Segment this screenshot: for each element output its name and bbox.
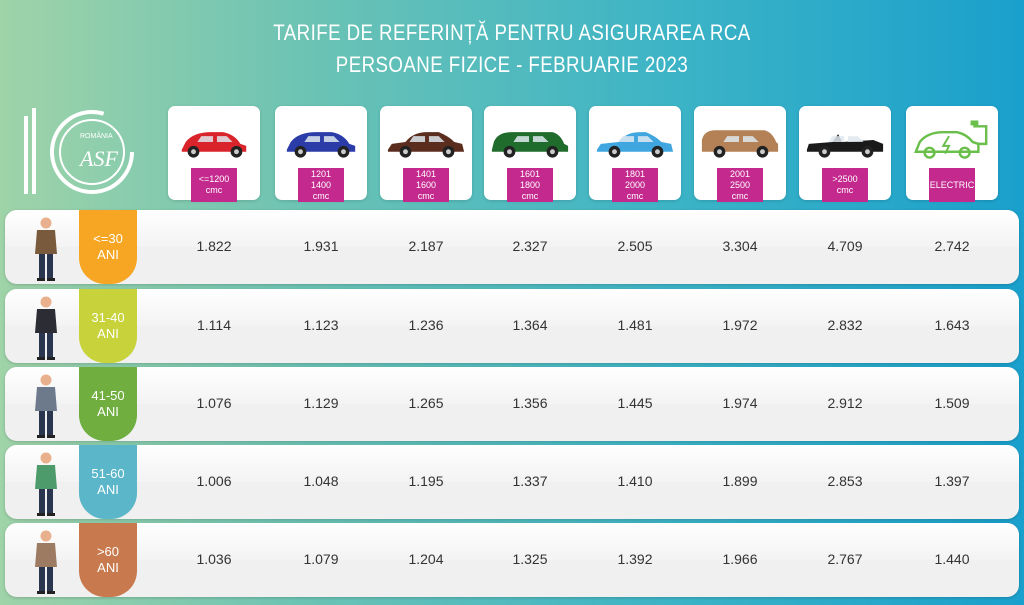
tariff-value: 1.974 [722,395,758,411]
age-group-badge: >60 ANI [79,523,137,597]
person-icon [35,374,57,438]
engine-capacity-label: 1201 1400 cmc [298,168,344,202]
sedan-car-icon [387,132,465,158]
table-row: 41-50 ANI 1.076 1.129 1.265 1.356 1.445 1.974 2… [5,367,1019,441]
tariff-value: 2.327 [512,238,548,254]
tariff-value: 3.304 [722,238,758,254]
tariff-value: 1.129 [303,395,339,411]
table-row: >60 ANI 1.036 1.079 1.204 1.325 1.392 1.966 2.7… [5,523,1019,597]
tariff-value: 2.832 [827,317,863,333]
tariff-value: 1.195 [408,473,444,489]
convertible-car-icon [806,134,884,158]
tariff-value: 1.931 [303,238,339,254]
table-row: <=30 ANI 1.822 1.931 2.187 2.327 2.505 3.304 4.… [5,210,1019,284]
category-card: 1201 1400 cmc [275,106,367,202]
tariff-value: 1.006 [196,473,232,489]
tariff-value: 1.204 [408,551,444,567]
engine-capacity-label: 1801 2000 cmc [612,168,658,202]
engine-capacity-label: ELECTRIC [929,168,975,202]
tariff-value: 1.356 [512,395,548,411]
hatchback-car-icon [181,132,247,158]
person-icon [35,217,57,281]
tariff-value: 1.265 [408,395,444,411]
wagon-car-icon [491,132,569,158]
page-title: TARIFE DE REFERINȚĂ PENTRU ASIGURAREA RC… [273,20,751,45]
table-row: 31-40 ANI 1.114 1.123 1.236 1.364 1.481 1.972 2… [5,289,1019,363]
engine-capacity-label: 1401 1600 cmc [403,168,449,202]
tariff-value: 1.079 [303,551,339,567]
age-group-badge: 51-60 ANI [79,445,137,519]
tariff-value: 1.972 [722,317,758,333]
tariff-value: 1.236 [408,317,444,333]
person-icon [35,452,57,516]
tariff-value: 1.410 [617,473,653,489]
tariff-value: 1.364 [512,317,548,333]
electric-car-icon [914,120,988,159]
tariff-value: 1.822 [196,238,232,254]
category-card: 1801 2000 cmc [589,106,681,202]
tariff-value: 2.767 [827,551,863,567]
tariff-value: 2.853 [827,473,863,489]
logo-country-text: ROMÂNIA [80,131,113,140]
tariff-value: 1.899 [722,473,758,489]
category-card: ELECTRIC [906,106,998,202]
tariff-value: 1.076 [196,395,232,411]
category-card: 2001 2500 cmc [694,106,786,202]
tariff-value: 1.036 [196,551,232,567]
person-icon [35,296,57,360]
category-card: 1401 1600 cmc [380,106,472,202]
age-group-badge: <=30 ANI [79,210,137,284]
category-card: 1601 1800 cmc [484,106,576,202]
tariff-value: 2.742 [934,238,970,254]
tariff-value: 1.509 [934,395,970,411]
tariff-value: 1.392 [617,551,653,567]
logo-initials-text: ASF [78,146,118,171]
tariff-value: 2.912 [827,395,863,411]
asf-logo-icon: ROMÂNIA ASF [24,108,134,194]
coupe-car-icon [596,132,674,158]
tariff-value: 1.397 [934,473,970,489]
engine-capacity-label: >2500 cmc [822,168,868,202]
tariff-value: 2.505 [617,238,653,254]
engine-capacity-label: 1601 1800 cmc [507,168,553,202]
category-card: <=1200 cmc [168,106,260,202]
person-icon [35,530,57,594]
category-card: >2500 cmc [799,106,891,202]
tariff-value: 1.123 [303,317,339,333]
tariff-value: 1.048 [303,473,339,489]
tariff-value: 2.187 [408,238,444,254]
engine-capacity-label: <=1200 cmc [191,168,237,202]
tariff-value: 1.440 [934,551,970,567]
table-row: 51-60 ANI 1.006 1.048 1.195 1.337 1.410 1.899 2… [5,445,1019,519]
age-group-badge: 31-40 ANI [79,289,137,363]
compact-car-icon [286,132,356,158]
tariff-value: 1.114 [197,317,231,333]
page-subtitle: PERSOANE FIZICE - FEBRUARIE 2023 [335,52,689,77]
tariff-value: 1.325 [512,551,548,567]
suv-car-icon [701,130,779,158]
tariff-value: 1.643 [934,317,970,333]
tariff-value: 1.966 [722,551,758,567]
tariff-value: 1.445 [617,395,653,411]
age-group-badge: 41-50 ANI [79,367,137,441]
tariff-value: 1.481 [617,317,653,333]
engine-capacity-label: 2001 2500 cmc [717,168,763,202]
tariff-value: 4.709 [827,238,863,254]
tariff-value: 1.337 [512,473,548,489]
